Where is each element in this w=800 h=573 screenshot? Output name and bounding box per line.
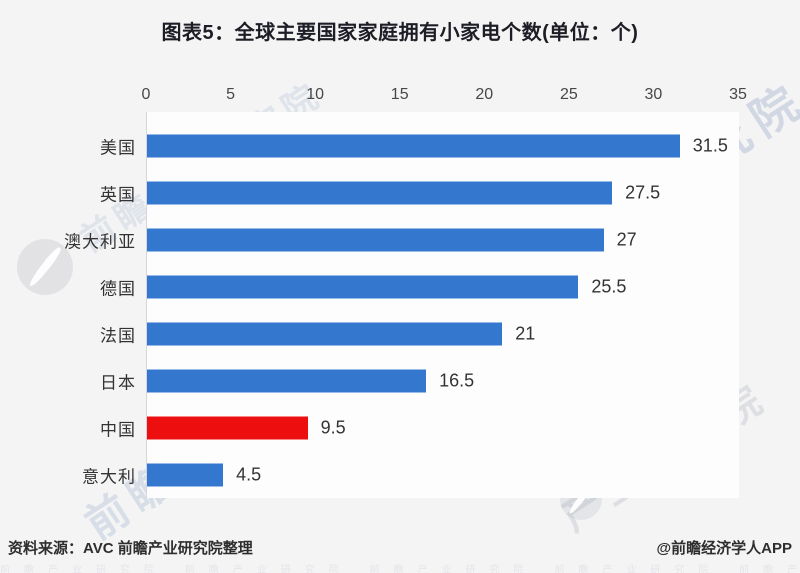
x-tick-label: 35	[729, 86, 747, 103]
chart-row: 法国 21	[0, 310, 800, 357]
bar	[147, 322, 503, 345]
bar-highlighted	[147, 416, 308, 439]
chart-rows: 美国 31.5 英国 27.5 澳大利亚 27 德国 25.5 法国 21 日本 16.5 中国 9.5 意…	[0, 122, 800, 498]
chart-row: 英国 27.5	[0, 169, 800, 216]
credit-label: @前瞻经济学人APP	[656, 540, 792, 557]
x-tick-label: 0	[141, 86, 151, 103]
x-tick-label: 15	[390, 86, 409, 103]
chart-row: 中国 9.5	[0, 404, 800, 451]
bar	[147, 463, 224, 486]
chart-row: 澳大利亚 27	[0, 216, 800, 263]
category-label: 澳大利亚	[64, 232, 136, 251]
value-label: 4.5	[236, 464, 262, 484]
value-label: 27.5	[625, 182, 661, 202]
value-label: 31.5	[692, 135, 728, 155]
footer: 资料来源：AVC 前瞻产业研究院整理 @前瞻经济学人APP	[0, 537, 800, 559]
category-label: 意大利	[82, 467, 136, 486]
x-tick-label: 20	[475, 86, 494, 103]
bar	[147, 275, 579, 298]
category-label: 英国	[100, 185, 136, 204]
watermark-strip: 前瞻产业研究院 前瞻产业研究院 前瞻产业研究院 前瞻产业研究院 前瞻产业研究院 …	[0, 565, 800, 573]
bar	[147, 369, 427, 392]
value-label: 27	[616, 229, 637, 249]
x-tick-label: 25	[559, 86, 578, 103]
bar	[147, 181, 613, 204]
value-label: 9.5	[320, 417, 346, 437]
page-title: 图表5：全球主要国家家庭拥有小家电个数(单位：个)	[161, 22, 639, 44]
value-label: 21	[515, 323, 536, 343]
category-label: 日本	[100, 373, 136, 392]
bar	[147, 134, 680, 157]
bar	[147, 228, 604, 251]
x-tick-label: 10	[306, 86, 325, 103]
value-label: 25.5	[591, 276, 627, 296]
chart-row: 意大利 4.5	[0, 451, 800, 498]
category-label: 美国	[100, 138, 136, 157]
chart-row: 美国 31.5	[0, 122, 800, 169]
chart-row: 日本 16.5	[0, 357, 800, 404]
category-label: 法国	[100, 326, 136, 345]
chart-row: 德国 25.5	[0, 263, 800, 310]
value-label: 16.5	[439, 370, 475, 390]
x-tick-label: 30	[644, 86, 663, 103]
x-tick-label: 5	[226, 86, 236, 103]
data-source-label: 资料来源：AVC 前瞻产业研究院整理	[8, 540, 253, 557]
category-label: 德国	[100, 279, 136, 298]
category-label: 中国	[100, 420, 136, 439]
x-axis-ticks: 0 5 10 15 20 25 30 35	[0, 86, 800, 106]
